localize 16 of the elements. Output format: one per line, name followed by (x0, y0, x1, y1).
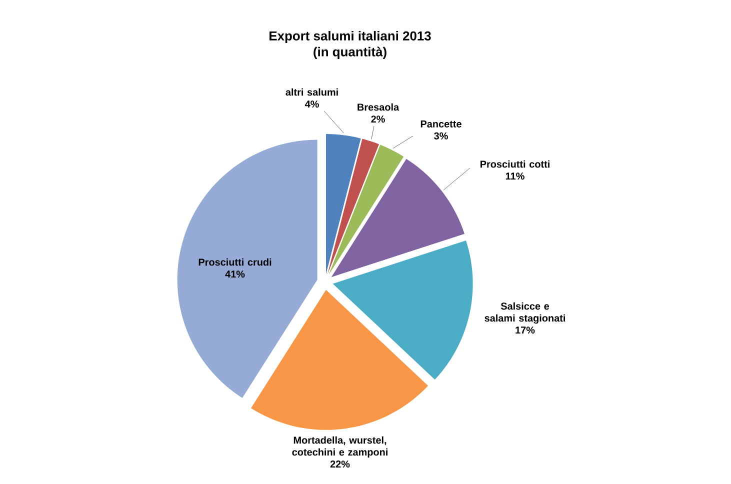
slice-label: Bresaola (358, 103, 400, 111)
chart-title: Export salumi italiani 2013 (270, 30, 431, 44)
slice-label: Prosciutti cotti (480, 160, 550, 168)
data-label: 3% (434, 132, 448, 140)
chart-subtitle: (in quantità) (314, 46, 386, 59)
slice-label: altri salumi (286, 88, 338, 96)
slice-label: Prosciutti crudi (198, 258, 272, 266)
data-label: 17% (516, 326, 535, 334)
data-label: 4% (304, 100, 319, 108)
slice-label: Pancette (420, 120, 462, 128)
slice-label: Salsicce e salami stagionati (484, 302, 565, 324)
data-label: 22% (330, 460, 350, 468)
slice-label: Mortadella, wurstel, cotechini e zamponi (292, 436, 388, 458)
data-label: 2% (371, 116, 385, 123)
data-label: 41% (225, 270, 245, 278)
data-label: 11% (506, 172, 524, 180)
